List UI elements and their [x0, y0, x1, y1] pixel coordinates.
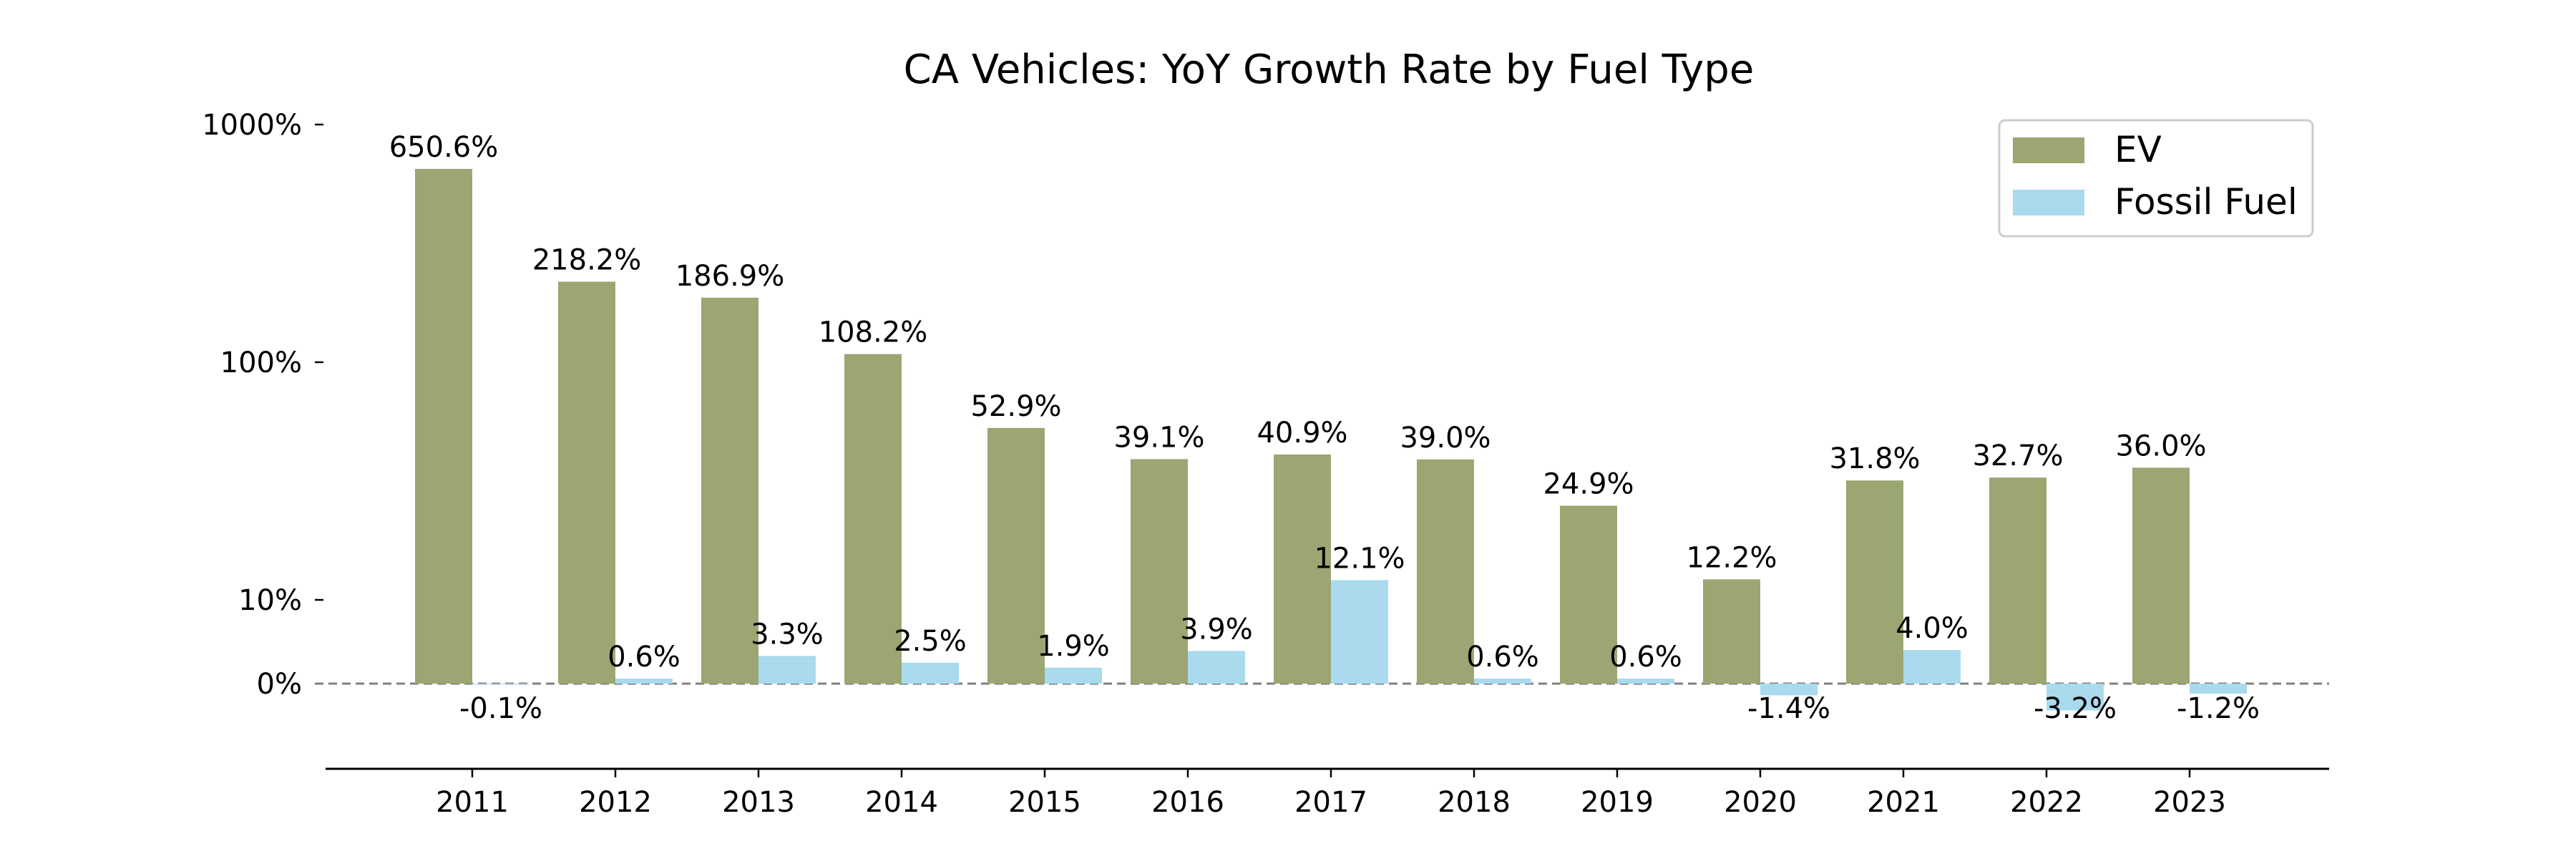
- fossil-fuel-data-label-2015: 1.9%: [1037, 630, 1110, 663]
- fossil-fuel-data-label-2014: 2.5%: [894, 625, 967, 658]
- fossil-fuel-bar-2023: [2190, 684, 2247, 694]
- ev-bar-2016: [1131, 459, 1188, 684]
- fossil-fuel-data-label-2017: 12.1%: [1314, 543, 1405, 576]
- x-tick-label-2021: 2021: [1867, 786, 1940, 819]
- y-tick-label: 0%: [257, 668, 302, 701]
- fossil-fuel-bar-2020: [1760, 684, 1818, 696]
- chart-title: CA Vehicles: YoY Growth Rate by Fuel Typ…: [904, 47, 1755, 93]
- fossil-fuel-data-label-2023: -1.2%: [2177, 692, 2260, 725]
- ev-data-label-2014: 108.2%: [819, 316, 928, 349]
- ev-data-label-2018: 39.0%: [1400, 422, 1491, 455]
- ev-bar-2017: [1274, 454, 1331, 684]
- fossil-fuel-bar-2022: [2046, 684, 2104, 711]
- fossil-fuel-data-label-2018: 0.6%: [1466, 641, 1539, 674]
- fossil-fuel-bar-2014: [902, 662, 959, 684]
- fossil-fuel-data-label-2016: 3.9%: [1180, 613, 1253, 646]
- ev-data-label-2019: 24.9%: [1543, 467, 1634, 500]
- ev-data-label-2020: 12.2%: [1686, 541, 1777, 574]
- x-tick-label-2019: 2019: [1581, 786, 1654, 819]
- x-tick-label-2011: 2011: [436, 786, 509, 819]
- fossil-fuel-data-label-2021: 4.0%: [1896, 612, 1968, 645]
- ev-bar-2015: [987, 427, 1045, 684]
- ev-data-label-2012: 218.2%: [532, 244, 642, 277]
- bar-labels: 650.6% 218.2% 186.9% 108.2% 52.9% 39.1% 40.9% 3…: [389, 131, 2260, 725]
- fossil-fuel-legend-swatch: [2013, 190, 2084, 215]
- fossil-fuel-legend-label: Fossil Fuel: [2114, 181, 2298, 223]
- ev-data-label-2016: 39.1%: [1113, 421, 1204, 454]
- fossil-fuel-data-label-2019: 0.6%: [1609, 641, 1682, 674]
- ev-bar-2018: [1417, 459, 1474, 684]
- ev-data-label-2021: 31.8%: [1829, 442, 1920, 475]
- fossil-fuel-bar-2019: [1617, 678, 1674, 684]
- ev-bar-2022: [1989, 477, 2046, 684]
- fossil-fuel-bar-2021: [1903, 650, 1961, 684]
- x-tick-label-2014: 2014: [865, 786, 938, 819]
- ev-bar-2019: [1560, 505, 1617, 684]
- x-tick-label-2016: 2016: [1151, 786, 1224, 819]
- ev-data-label-2017: 40.9%: [1257, 417, 1347, 450]
- y-tick-label: 100%: [220, 346, 302, 379]
- ev-bar-2014: [844, 354, 902, 684]
- ev-bar-2013: [701, 297, 758, 684]
- x-tick-label-2017: 2017: [1294, 786, 1367, 819]
- bars: [415, 168, 2247, 711]
- ev-bar-2012: [558, 281, 615, 684]
- fossil-fuel-data-label-2020: -1.4%: [1747, 692, 1830, 725]
- fossil-fuel-data-label-2013: 3.3%: [751, 618, 824, 651]
- ev-data-label-2013: 186.9%: [675, 260, 785, 293]
- y-tick-label: 1000%: [202, 109, 302, 142]
- ev-bar-2021: [1846, 480, 1903, 684]
- legend: EV Fossil Fuel: [1998, 119, 2314, 238]
- ev-data-label-2022: 32.7%: [1972, 440, 2063, 472]
- y-axis: 0% 10% 100% 1000%: [202, 109, 323, 701]
- fossil-fuel-bar-2012: [615, 678, 673, 684]
- fossil-fuel-bar-2016: [1188, 651, 1245, 684]
- x-tick-label-2020: 2020: [1724, 786, 1797, 819]
- fossil-fuel-bar-2018: [1474, 678, 1531, 684]
- ev-data-label-2015: 52.9%: [970, 390, 1061, 423]
- fossil-fuel-data-label-2011: -0.1%: [459, 692, 542, 725]
- x-tick-label-2018: 2018: [1438, 786, 1511, 819]
- ev-bar-2020: [1703, 579, 1760, 684]
- fossil-fuel-bar-2017: [1331, 580, 1388, 684]
- fossil-fuel-bar-2013: [758, 656, 816, 684]
- ev-data-label-2023: 36.0%: [2115, 430, 2206, 462]
- x-tick-label-2015: 2015: [1008, 786, 1081, 819]
- x-tick-label-2023: 2023: [2153, 786, 2226, 819]
- fossil-fuel-data-label-2022: -3.2%: [2034, 692, 2117, 725]
- x-tick-label-2022: 2022: [2010, 786, 2083, 819]
- y-tick-label: 10%: [238, 584, 302, 617]
- x-tick-label-2012: 2012: [579, 786, 652, 819]
- x-axis: 2011 2012 2013 2014 2015 2016 2017 2018 2019 2020…: [326, 767, 2329, 819]
- ev-bar-2023: [2132, 467, 2190, 684]
- ev-legend-swatch: [2013, 137, 2084, 163]
- ev-bar-2011: [415, 168, 472, 684]
- fossil-fuel-data-label-2012: 0.6%: [608, 641, 680, 674]
- ev-data-label-2011: 650.6%: [389, 131, 499, 164]
- fossil-fuel-bar-2015: [1045, 667, 1102, 684]
- ev-legend-label: EV: [2114, 129, 2162, 170]
- x-tick-label-2013: 2013: [722, 786, 795, 819]
